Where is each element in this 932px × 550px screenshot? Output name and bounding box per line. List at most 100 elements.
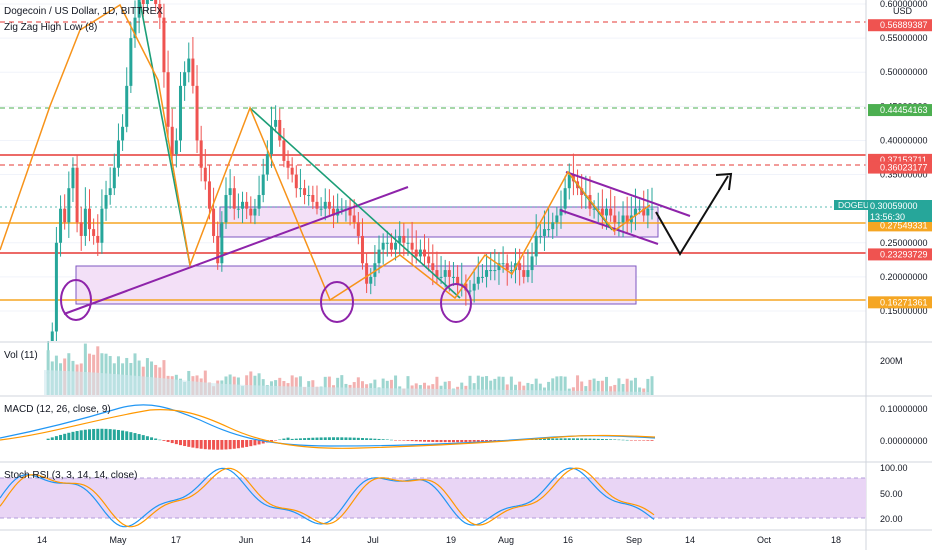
trendline-purple-top [565, 171, 691, 217]
candle [183, 61, 187, 101]
candle [600, 189, 604, 229]
candle [518, 248, 522, 286]
volume-bar [551, 378, 555, 395]
volume-ma [44, 370, 650, 395]
volume-bar [625, 378, 629, 395]
macd-histogram-bar [63, 433, 67, 440]
volume-bar [290, 375, 294, 395]
macd-histogram-bar [145, 436, 149, 440]
candle [348, 197, 352, 226]
price-tick-label: 0.25000000 [880, 238, 928, 248]
macd-histogram-bar [377, 438, 381, 440]
macd-histogram-bar [137, 434, 141, 440]
volume-bar [485, 376, 489, 395]
volume-bar [249, 371, 253, 395]
macd-histogram-bar [385, 439, 389, 440]
candle [253, 198, 257, 225]
candle [87, 189, 91, 242]
price-tick-label: 0.20000000 [880, 272, 928, 282]
macd-histogram-bar [538, 438, 542, 440]
circle-marker-1 [60, 279, 92, 321]
candle [323, 188, 327, 221]
macd-histogram-bar [439, 440, 443, 443]
candle [456, 265, 460, 296]
candle [646, 189, 650, 229]
candle [83, 187, 87, 246]
candle [360, 218, 364, 270]
svg-text:0.37153711: 0.37153711 [880, 155, 927, 165]
macd-histogram-bar [249, 440, 253, 447]
macd-histogram-bar [435, 440, 439, 443]
macd-histogram-bar [162, 440, 166, 441]
macd-histogram-bar [174, 440, 178, 445]
candle [460, 262, 464, 297]
macd-histogram-bar [410, 440, 414, 442]
candle [141, 0, 145, 17]
indicator-label: Zig Zag High Low (8) [4, 22, 97, 33]
svg-text:0.36023177: 0.36023177 [880, 163, 928, 173]
stoch-band [0, 478, 866, 518]
price-axis[interactable]: USD 0.600000000.550000000.500000000.4500… [834, 0, 932, 316]
candle [129, 22, 133, 93]
time-axis-label: 14 [37, 535, 47, 545]
time-axis-label: May [109, 535, 127, 545]
volume-bar [609, 386, 613, 395]
candle [642, 190, 646, 222]
candle [609, 189, 613, 222]
circle-marker-2 [320, 281, 354, 323]
macd-histogram-bar [166, 440, 170, 442]
macd-histogram-bar [236, 440, 240, 449]
candle [174, 128, 178, 168]
macd-histogram-bar [121, 430, 125, 440]
macd-histogram-bar [232, 440, 236, 449]
candle [369, 268, 373, 295]
volume-bar [538, 383, 542, 395]
candle [67, 171, 71, 238]
candle [439, 256, 443, 285]
macd-histogram-bar [489, 440, 493, 442]
volume-bar [534, 378, 538, 395]
macd-histogram-bar [116, 429, 120, 440]
candle [154, 0, 158, 12]
candle [92, 218, 96, 245]
volume-bar [588, 379, 592, 395]
candle [294, 165, 298, 198]
candle [410, 221, 414, 265]
volume-bar [518, 381, 522, 395]
volume-bar [555, 376, 559, 395]
macd-histogram-bar [282, 438, 286, 440]
candle [133, 0, 137, 48]
candle [274, 105, 278, 133]
macd-histogram-bar [319, 437, 323, 440]
volume-bar [323, 376, 327, 395]
volume-tick: 200M [880, 356, 903, 366]
volume-bar [96, 346, 100, 395]
macd-histogram-bar [638, 440, 642, 441]
candle [315, 185, 319, 215]
macd-histogram-bar [75, 431, 79, 440]
candle [385, 230, 389, 257]
volume-bar [514, 384, 518, 395]
time-axis[interactable]: 14 May 17 Jun 14 Jul 19 Aug 16 Sep 14 Oct 18 [37, 535, 841, 545]
candle [303, 179, 307, 205]
volume-bar [629, 380, 633, 395]
macd-histogram-bar [646, 440, 650, 441]
macd-histogram-bar [480, 440, 484, 442]
volume-bar [394, 375, 398, 395]
volume-bar [489, 380, 493, 395]
volume-bar [443, 381, 447, 395]
candle [480, 264, 484, 283]
candle [423, 234, 427, 267]
macd-histogram-bar [220, 440, 224, 450]
candle [261, 158, 265, 203]
macd-histogram-bar [154, 438, 158, 440]
volume-bar [145, 358, 149, 395]
candle [59, 195, 63, 257]
candle [625, 196, 629, 234]
candle [54, 226, 58, 341]
candle [195, 65, 199, 154]
volume-bar [580, 381, 584, 395]
volume-bar [600, 380, 604, 395]
macd-histogram-bar [261, 440, 265, 444]
